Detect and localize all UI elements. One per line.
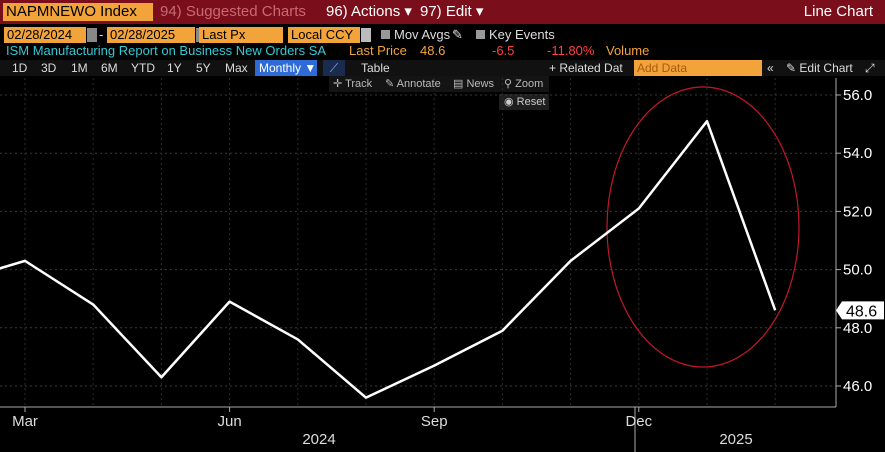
year-label: 2024 bbox=[302, 431, 335, 448]
reset-button[interactable]: ◉ Reset bbox=[499, 94, 549, 110]
related-data-button[interactable]: + Related Dat bbox=[549, 61, 623, 75]
annotate-label: Annotate bbox=[396, 78, 441, 90]
ticker-field[interactable]: NAPMNEWO Index bbox=[3, 3, 153, 21]
highlight-ellipse bbox=[606, 86, 800, 368]
change-value: -6.5 bbox=[492, 43, 515, 58]
expand-icon[interactable]: ⤢ bbox=[865, 61, 875, 75]
range-1m[interactable]: 1M bbox=[71, 61, 88, 75]
news-tool[interactable]: ▤ News bbox=[453, 76, 494, 92]
dropdown-arrow-icon[interactable] bbox=[361, 28, 371, 42]
pencil-icon: ✎ bbox=[385, 78, 395, 90]
y-tick-label: 46.0 bbox=[843, 378, 872, 395]
field-select[interactable]: Last Px bbox=[199, 27, 283, 43]
add-data-input[interactable]: Add Data bbox=[634, 60, 762, 76]
top-toolbar: NAPMNEWO Index 94) Suggested Charts 96) … bbox=[0, 0, 885, 24]
line-chart-icon[interactable]: ⟋ bbox=[323, 60, 345, 76]
crosshair-icon: ✛ bbox=[333, 78, 343, 90]
range-1y[interactable]: 1Y bbox=[167, 61, 182, 75]
grid bbox=[0, 78, 836, 407]
news-label: News bbox=[466, 78, 494, 90]
end-date-input[interactable]: 02/28/2025 bbox=[107, 27, 195, 43]
series-name: ISM Manufacturing Report on Business New… bbox=[6, 43, 327, 58]
key-events-label: Key Events bbox=[489, 27, 555, 42]
range-5y[interactable]: 5Y bbox=[196, 61, 211, 75]
mov-avgs-label: Mov Avgs bbox=[394, 27, 451, 42]
pencil-icon: ✎ bbox=[786, 61, 797, 75]
zoom-label: Zoom bbox=[515, 78, 544, 90]
x-tick-label: Sep bbox=[421, 413, 448, 430]
series-line bbox=[0, 119, 777, 399]
reset-label: Reset bbox=[516, 96, 546, 108]
currency-select[interactable]: Local CCY bbox=[288, 27, 360, 43]
pencil-icon[interactable]: ✎ bbox=[452, 27, 463, 42]
last-price-label: Last Price bbox=[349, 43, 407, 58]
calendar-icon[interactable] bbox=[87, 28, 97, 42]
zoom-tool[interactable]: ⚲ Zoom bbox=[504, 76, 543, 92]
actions-label: 96) Actions bbox=[326, 3, 401, 20]
edit-label: 97) Edit bbox=[420, 3, 472, 20]
reset-icon: ◉ bbox=[504, 96, 514, 108]
y-tick-label: 50.0 bbox=[843, 262, 872, 279]
range-ytd[interactable]: YTD bbox=[131, 61, 155, 75]
y-axis-labels: 56.0 54.0 52.0 50.0 48.0 46.0 bbox=[843, 87, 872, 395]
x-axis-labels: Mar Jun Sep Dec 2024 2025 bbox=[12, 413, 753, 448]
volume-label: Volume bbox=[606, 43, 650, 58]
collapse-icon[interactable]: « bbox=[767, 61, 774, 75]
last-value-tag bbox=[836, 301, 884, 320]
suggested-charts-button[interactable]: 94) Suggested Charts bbox=[160, 3, 306, 20]
search-icon: ⚲ bbox=[504, 78, 513, 90]
year-label: 2025 bbox=[719, 431, 752, 448]
key-events-checkbox[interactable] bbox=[476, 30, 485, 39]
last-value-marker: 48.6 bbox=[836, 301, 884, 320]
start-date-input[interactable]: 02/28/2024 bbox=[4, 27, 86, 43]
date-separator: - bbox=[99, 27, 104, 42]
y-tick-label: 48.0 bbox=[843, 320, 872, 337]
last-price-value: 48.6 bbox=[420, 43, 446, 58]
range-3d[interactable]: 3D bbox=[41, 61, 57, 75]
chevron-down-icon: ▾ bbox=[404, 3, 412, 20]
x-tick-label: Mar bbox=[12, 413, 38, 430]
edit-menu[interactable]: 97) Edit ▾ bbox=[420, 3, 483, 21]
range-1d[interactable]: 1D bbox=[12, 61, 28, 75]
news-icon: ▤ bbox=[453, 78, 464, 90]
chart-type-label: Line Chart bbox=[803, 3, 873, 20]
edit-chart-button[interactable]: ✎ Edit Chart bbox=[786, 60, 853, 76]
x-tick-label: Jun bbox=[218, 413, 242, 430]
y-tick-label: 56.0 bbox=[843, 87, 872, 104]
table-button[interactable]: Table bbox=[361, 61, 390, 75]
change-pct-value: -11.80% bbox=[547, 43, 595, 58]
track-tool[interactable]: ✛ Track bbox=[333, 76, 372, 92]
annotate-tool[interactable]: ✎ Annotate bbox=[385, 76, 441, 92]
y-tick-label: 54.0 bbox=[843, 145, 872, 162]
mov-avgs-checkbox[interactable] bbox=[381, 30, 390, 39]
axes bbox=[0, 78, 841, 452]
range-max[interactable]: Max bbox=[225, 61, 248, 75]
actions-menu[interactable]: 96) Actions ▾ bbox=[326, 3, 412, 21]
y-tick-label: 52.0 bbox=[843, 203, 872, 220]
track-label: Track bbox=[345, 78, 373, 90]
range-6m[interactable]: 6M bbox=[101, 61, 118, 75]
chart-tools bbox=[329, 76, 549, 92]
edit-chart-label: Edit Chart bbox=[799, 61, 853, 75]
last-value-label: 48.6 bbox=[846, 303, 877, 320]
period-select[interactable]: Monthly ▼ bbox=[255, 60, 317, 76]
series-points bbox=[24, 121, 776, 398]
x-tick-label: Dec bbox=[625, 413, 652, 430]
chevron-down-icon: ▾ bbox=[475, 3, 484, 20]
